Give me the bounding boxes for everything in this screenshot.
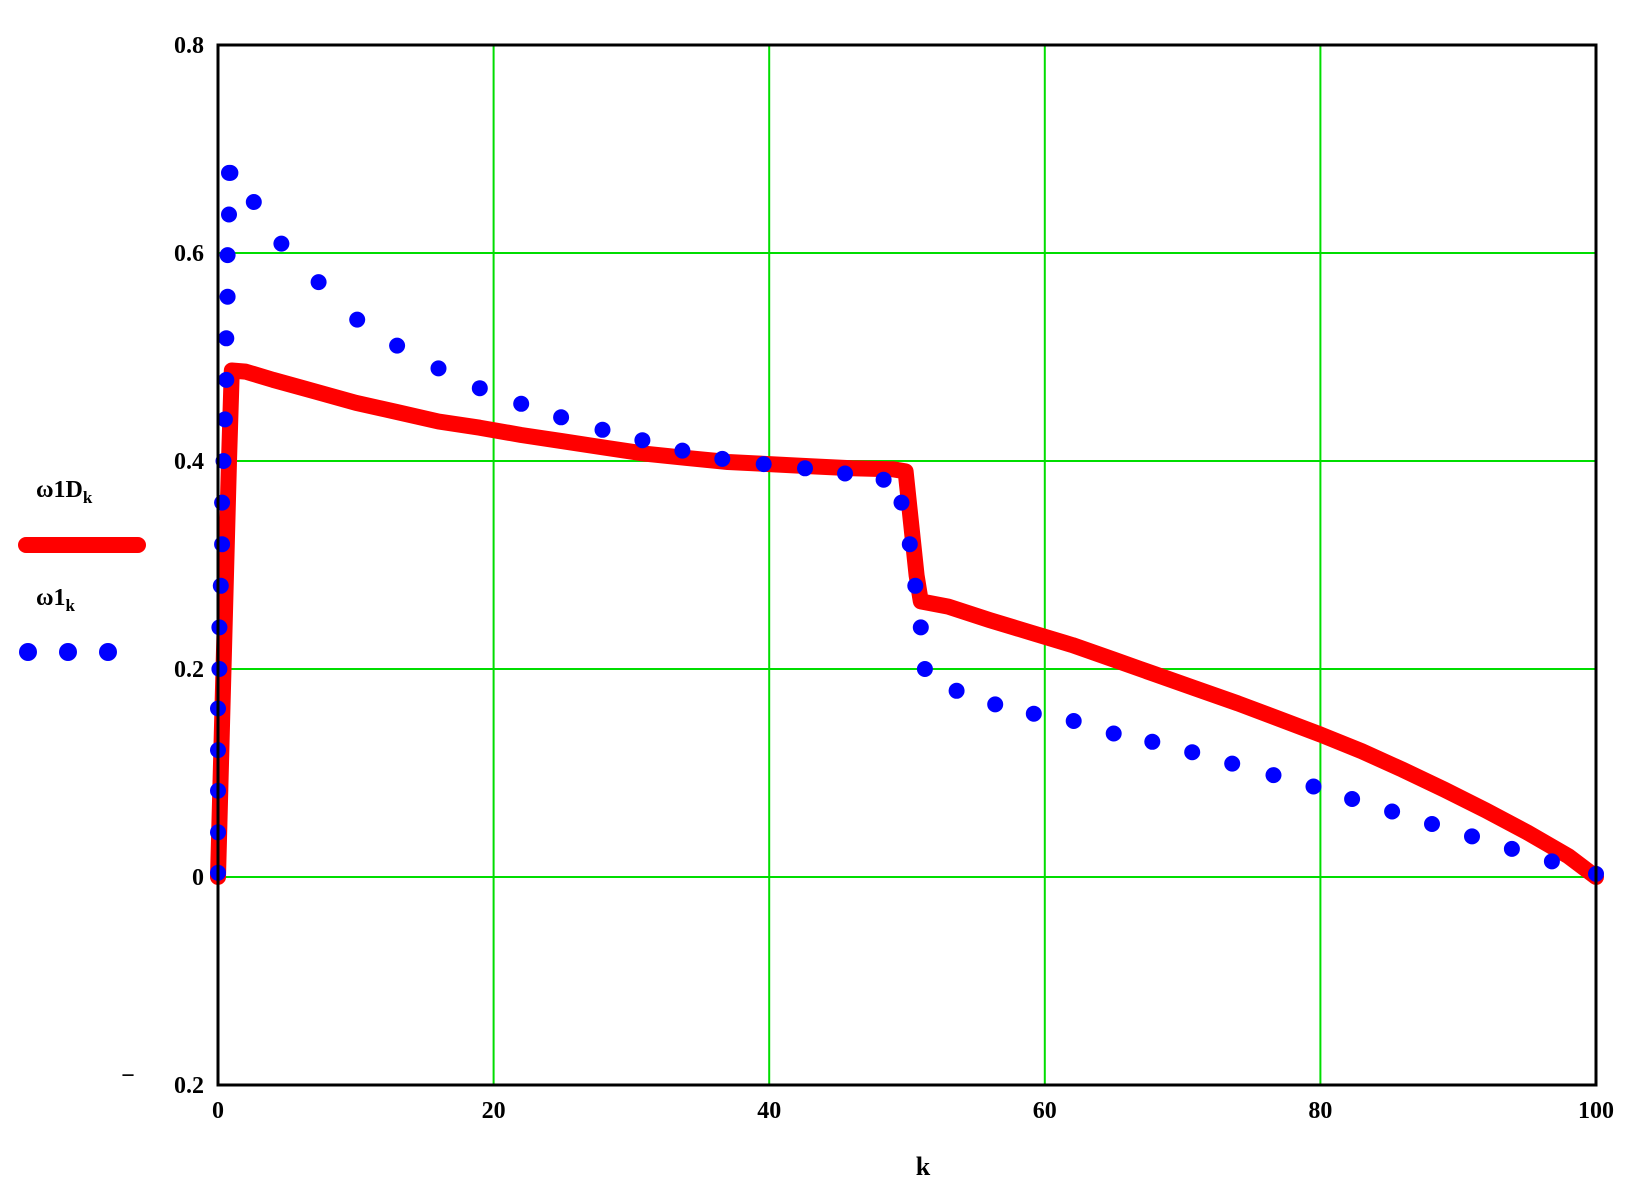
legend-swatch-dot: [19, 643, 37, 661]
data-point-omega1: [212, 577, 229, 594]
data-point-omega1: [1503, 840, 1520, 857]
data-point-omega1: [755, 456, 772, 473]
y-tick-label: 0.4: [174, 449, 204, 475]
data-point-omega1: [1305, 778, 1322, 795]
y-tick-label: 0.6: [174, 241, 204, 267]
data-point-omega1: [1424, 816, 1440, 832]
x-tick-label: 60: [1033, 1098, 1057, 1124]
data-point-omega1: [218, 330, 235, 347]
x-axis-label: k: [916, 1152, 931, 1181]
data-point-omega1: [916, 661, 933, 677]
data-point-omega1: [218, 371, 235, 388]
data-point-omega1: [1344, 791, 1361, 807]
data-point-omega1: [1224, 755, 1241, 772]
data-point-omega1: [674, 442, 691, 459]
data-point-omega1: [714, 450, 731, 467]
legend-label-series-1: ω1Dk: [36, 477, 93, 507]
legend-swatch-dot: [59, 643, 77, 661]
data-point-omega1: [1384, 803, 1401, 820]
data-point-omega1: [875, 471, 892, 488]
y-tick-label: 0.2: [174, 657, 204, 683]
legend: ω1Dk ω1k: [18, 477, 146, 661]
x-tick-label: 80: [1308, 1098, 1332, 1124]
data-point-omega1: [594, 421, 611, 438]
x-tick-label: 100: [1578, 1098, 1614, 1124]
data-point-omega1: [797, 460, 813, 477]
data-point-omega1: [907, 577, 924, 594]
data-point-omega1: [1144, 733, 1161, 750]
data-point-omega1: [221, 206, 237, 223]
tick-labels: 0 20 40 60 80 100 0.2 0 0.2 0.4 0.6 0.8 −: [121, 33, 1614, 1124]
series-line-omega1D: [210, 362, 1604, 885]
data-point-omega1: [1184, 744, 1201, 761]
data-point-omega1: [912, 619, 929, 636]
data-point-omega1: [987, 696, 1004, 713]
x-tick-label: 0: [212, 1098, 224, 1124]
data-point-omega1: [349, 311, 366, 328]
data-point-omega1: [553, 409, 570, 426]
plot-frame: [216, 43, 1598, 1087]
data-point-omega1: [893, 494, 910, 511]
data-point-omega1: [389, 337, 406, 354]
data-point-omega1: [1105, 725, 1122, 742]
data-point-omega1: [513, 395, 530, 412]
y-tick-label: 0.8: [174, 33, 204, 59]
gridlines: [218, 45, 1596, 1085]
data-point-omega1: [1265, 767, 1282, 784]
data-point-omega1: [219, 247, 236, 264]
data-point-omega1: [471, 380, 488, 397]
data-point-omega1: [837, 465, 853, 482]
data-point-omega1: [948, 682, 965, 699]
data-point-omega1: [310, 274, 327, 291]
data-point-omega1: [430, 360, 447, 377]
y-tick-label: 0: [192, 865, 204, 891]
y-tick-minus-sign: −: [121, 1063, 135, 1089]
data-point-omega1: [901, 536, 918, 553]
data-point-omega1: [1065, 713, 1082, 729]
legend-label-series-2: ω1k: [36, 585, 76, 615]
x-tick-label: 40: [757, 1098, 781, 1124]
x-tick-label: 20: [482, 1098, 506, 1124]
plot-series: [210, 164, 1604, 885]
data-point-omega1: [216, 411, 233, 428]
data-point-omega1: [245, 194, 262, 210]
data-point-omega1: [1543, 853, 1560, 870]
data-point-omega1: [222, 164, 239, 181]
data-point-omega1: [634, 432, 651, 449]
y-tick-label: 0.2: [174, 1073, 204, 1099]
legend-swatch-dot: [99, 643, 117, 661]
data-point-omega1: [219, 288, 236, 305]
data-point-omega1: [1464, 828, 1480, 845]
data-point-omega1: [1025, 705, 1042, 722]
data-point-omega1: [273, 235, 290, 252]
